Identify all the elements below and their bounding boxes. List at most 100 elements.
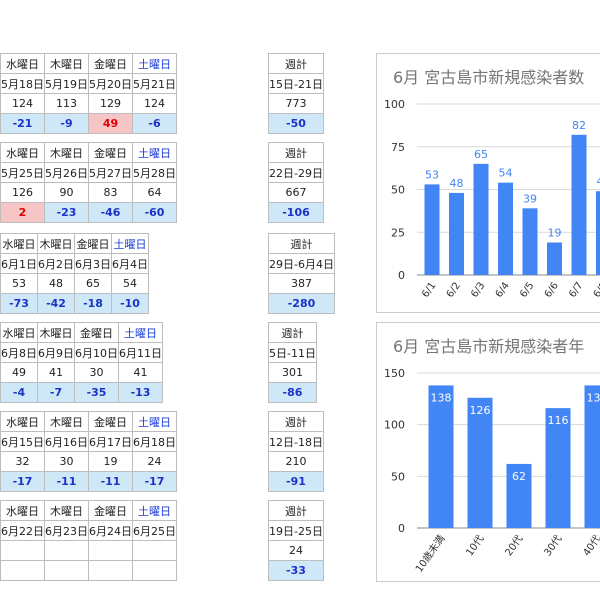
age-chart: 0 50 100 150 138 10歳未満 126 10代 62 20代 116 30代 138 40代 bbox=[384, 367, 600, 575]
diff-cell: 2 bbox=[0, 202, 45, 223]
date-cell: 5月20日 bbox=[88, 73, 133, 94]
total-count-cell: 24 bbox=[268, 540, 324, 561]
date-cell: 6月9日 bbox=[37, 342, 75, 363]
table-row: 水曜日 木曜日 金曜日 土曜日 bbox=[0, 233, 149, 254]
count-cell: 83 bbox=[88, 182, 133, 203]
table-row bbox=[0, 560, 177, 581]
age-x-tick-label: 40代 bbox=[581, 533, 600, 559]
weekday-cell: 木曜日 bbox=[44, 142, 89, 163]
daily-y-tick-label: 100 bbox=[384, 98, 405, 111]
diff-cell: -11 bbox=[88, 471, 133, 492]
table-row: 水曜日 木曜日 金曜日 土曜日 bbox=[0, 411, 177, 432]
age-y-tick-label: 50 bbox=[391, 470, 405, 483]
weekday-cell: 金曜日 bbox=[88, 411, 133, 432]
age-chart-panel: 6月 宮古島市新規感染者年 0 50 100 150 138 10歳未満 126 10代 62 2… bbox=[376, 322, 600, 582]
age-x-tick-label: 10歳未満 bbox=[413, 533, 447, 575]
daily-table: 水曜日 木曜日 金曜日 土曜日 5月25日 5月26日 5月27日 5月28日 126 90 83 6… bbox=[0, 142, 177, 223]
date-cell: 6月25日 bbox=[132, 520, 177, 541]
daily-table: 水曜日 木曜日 金曜日 土曜日 5月18日 5月19日 5月20日 5月21日 124 113 12… bbox=[0, 53, 177, 134]
count-cell bbox=[88, 540, 133, 561]
date-cell: 6月18日 bbox=[132, 431, 177, 452]
diff-cell: -7 bbox=[37, 382, 75, 403]
total-diff-cell: -91 bbox=[268, 471, 324, 492]
count-cell: 19 bbox=[88, 451, 133, 472]
table-row: 6月22日 6月23日 6月24日 6月25日 bbox=[0, 520, 177, 541]
table-row: 6月1日 6月2日 6月3日 6月4日 bbox=[0, 253, 149, 274]
daily-data-label: 49 bbox=[597, 175, 600, 188]
weekday-cell: 水曜日 bbox=[0, 233, 38, 254]
table-row: -91 bbox=[268, 471, 324, 492]
count-cell: 129 bbox=[88, 93, 133, 114]
total-header-cell: 週計 bbox=[268, 142, 324, 163]
date-cell: 6月24日 bbox=[88, 520, 133, 541]
table-row: -280 bbox=[268, 293, 335, 314]
table-row: 6月15日 6月16日 6月17日 6月18日 bbox=[0, 431, 177, 452]
weekday-cell: 土曜日 bbox=[118, 322, 163, 343]
age-data-label: 62 bbox=[512, 470, 526, 483]
table-row: 水曜日 木曜日 金曜日 土曜日 bbox=[0, 500, 177, 521]
age-bar bbox=[467, 397, 493, 528]
table-row: 2 -23 -46 -60 bbox=[0, 202, 177, 223]
daily-bar bbox=[571, 134, 587, 275]
diff-cell: -9 bbox=[44, 113, 89, 134]
table-row: -17 -11 -11 -17 bbox=[0, 471, 177, 492]
daily-bar bbox=[596, 191, 600, 275]
total-diff-cell: -106 bbox=[268, 202, 324, 223]
daily-y-tick-label: 50 bbox=[391, 184, 405, 197]
age-x-tick-label: 30代 bbox=[542, 533, 565, 559]
weekday-cell: 金曜日 bbox=[74, 322, 119, 343]
daily-bar bbox=[473, 163, 489, 275]
count-cell: 41 bbox=[118, 362, 163, 383]
diff-cell bbox=[44, 560, 89, 581]
date-cell: 6月1日 bbox=[0, 253, 38, 274]
daily-table: 水曜日 木曜日 金曜日 土曜日 6月8日 6月9日 6月10日 6月11日 49 41 30 41 -4… bbox=[0, 322, 163, 403]
count-cell: 90 bbox=[44, 182, 89, 203]
count-cell: 124 bbox=[0, 93, 45, 114]
age-data-label: 116 bbox=[548, 414, 569, 427]
date-cell: 6月3日 bbox=[74, 253, 112, 274]
date-cell: 6月8日 bbox=[0, 342, 38, 363]
table-row: -50 bbox=[268, 113, 324, 134]
age-x-tick-label: 20代 bbox=[503, 533, 526, 559]
count-cell bbox=[132, 540, 177, 561]
age-x-tick-label: 10代 bbox=[464, 533, 487, 559]
age-y-tick-label: 0 bbox=[398, 522, 405, 535]
diff-cell: -17 bbox=[132, 471, 177, 492]
diff-cell bbox=[132, 560, 177, 581]
count-cell: 65 bbox=[74, 273, 112, 294]
table-row: 6月8日 6月9日 6月10日 6月11日 bbox=[0, 342, 163, 363]
weekday-cell: 水曜日 bbox=[0, 322, 38, 343]
weekly-total-table: 週計 29日-6月4日 387 -280 bbox=[268, 233, 335, 314]
age-y-tick-label: 100 bbox=[384, 419, 405, 432]
total-header-cell: 週計 bbox=[268, 411, 324, 432]
daily-bar bbox=[547, 242, 562, 275]
weekday-cell: 金曜日 bbox=[88, 142, 133, 163]
weekday-cell: 土曜日 bbox=[132, 411, 177, 432]
count-cell: 126 bbox=[0, 182, 45, 203]
daily-table: 水曜日 木曜日 金曜日 土曜日 6月1日 6月2日 6月3日 6月4日 53 48 65 54 -73-… bbox=[0, 233, 149, 314]
count-cell: 32 bbox=[0, 451, 45, 472]
table-row: 週計 bbox=[268, 411, 324, 432]
count-cell: 54 bbox=[111, 273, 149, 294]
daily-bar bbox=[424, 184, 440, 275]
weekday-cell: 木曜日 bbox=[37, 322, 75, 343]
total-range-cell: 5日-11日 bbox=[268, 342, 317, 363]
age-bar bbox=[506, 463, 532, 528]
total-count-cell: 301 bbox=[268, 362, 317, 383]
daily-x-tick-label: 6/4 bbox=[494, 280, 512, 299]
table-row: 210 bbox=[268, 451, 324, 472]
daily-y-tick-label: 75 bbox=[391, 141, 405, 154]
diff-cell: -21 bbox=[0, 113, 45, 134]
daily-data-label: 19 bbox=[548, 227, 562, 240]
diff-cell bbox=[0, 560, 45, 581]
count-cell: 49 bbox=[0, 362, 38, 383]
diff-cell: -11 bbox=[44, 471, 89, 492]
table-row: -4 -7 -35 -13 bbox=[0, 382, 163, 403]
table-row: 5日-11日 bbox=[268, 342, 317, 363]
daily-data-label: 53 bbox=[425, 168, 439, 181]
table-row: -106 bbox=[268, 202, 324, 223]
weekday-cell: 水曜日 bbox=[0, 142, 45, 163]
total-diff-cell: -33 bbox=[268, 560, 324, 581]
date-cell: 6月15日 bbox=[0, 431, 45, 452]
date-cell: 6月22日 bbox=[0, 520, 45, 541]
